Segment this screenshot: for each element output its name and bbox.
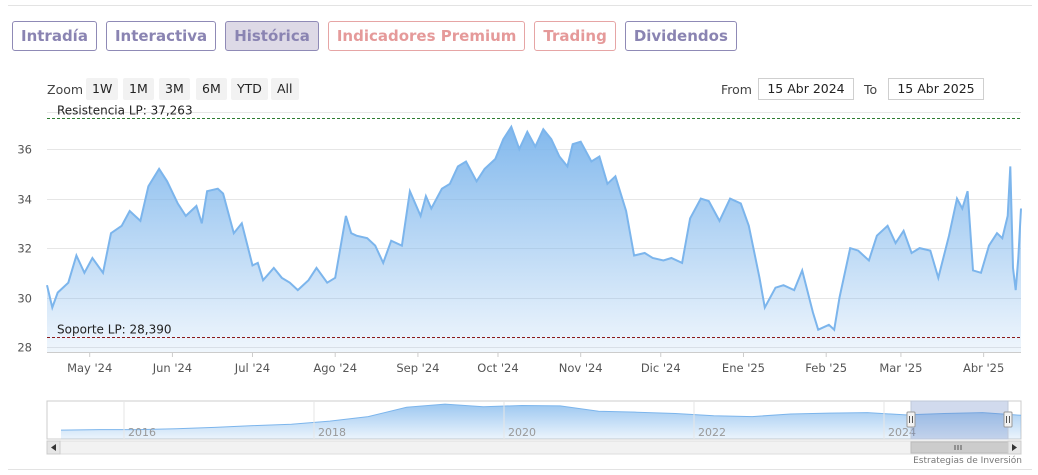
navigator-year-label: 2020 [508, 426, 536, 439]
zoom-3m-button[interactable]: 3M [159, 78, 190, 100]
x-tick-label: Ago '24 [313, 361, 357, 375]
scrollbar-thumb[interactable] [910, 441, 1009, 454]
from-date-input[interactable]: 15 Abr 2024 [758, 78, 854, 100]
y-tick-label: 32 [17, 242, 32, 256]
zoom-label: Zoom [47, 82, 84, 97]
bottom-divider [8, 469, 1032, 470]
x-tick-label: Dic '24 [641, 361, 681, 375]
navigator-year-label: 2018 [318, 426, 346, 439]
watermark-text: Estrategias de Inversión [913, 456, 1022, 466]
to-date-input[interactable]: 15 Abr 2025 [888, 78, 984, 100]
navigator-line [60, 403, 1022, 431]
navigator-year-label: 2024 [888, 426, 916, 439]
chevron-left-icon [51, 444, 56, 451]
tab-indicadores-premium[interactable]: Indicadores Premium [327, 21, 526, 51]
x-tick-label: Sep '24 [396, 361, 439, 375]
y-tick-label: 34 [17, 193, 32, 207]
x-tick-label: Mar '25 [879, 361, 922, 375]
tab-interactiva[interactable]: Interactiva [105, 21, 217, 51]
scrollbar-track [46, 440, 1022, 455]
navigator[interactable]: 2016 2018 2020 2022 2024 [46, 400, 1022, 455]
to-label: To [864, 82, 878, 97]
view-tabs: Intradía Interactiva Histórica Indicador… [12, 21, 737, 51]
tab-trading[interactable]: Trading [534, 21, 616, 51]
navigator-handle[interactable] [906, 411, 916, 428]
x-tick-label: Abr '25 [963, 361, 1004, 375]
navigator-handle[interactable] [1003, 411, 1013, 428]
navigator-year-label: 2022 [698, 426, 726, 439]
x-tick-label: Feb '25 [805, 361, 847, 375]
x-tick-label: Jun '24 [152, 361, 192, 375]
support-resistance-lines: Resistencia LP: 37,263 Soporte LP: 28,390 [47, 104, 1021, 338]
price-area-fill [47, 126, 1021, 352]
zoom-1w-button[interactable]: 1W [86, 78, 119, 100]
y-tick-label: 36 [17, 143, 32, 157]
y-tick-label: 30 [17, 292, 32, 306]
navigator-selected-range[interactable] [910, 400, 1009, 440]
price-series-line [46, 124, 1022, 332]
from-label: From [721, 82, 752, 97]
y-axis-labels: 28 30 32 34 36 [17, 143, 32, 355]
annotation-label: Resistencia LP: 37,263 [57, 104, 193, 118]
x-axis-labels: May '24 Jun '24 Jul '24 Ago '24 Sep '24 Oct '… [67, 352, 1004, 375]
y-tick-label: 28 [17, 341, 32, 355]
annotation-label: Soporte LP: 28,390 [57, 323, 172, 337]
x-tick-label: Jul '24 [234, 361, 270, 375]
zoom-ytd-button[interactable]: YTD [231, 78, 268, 100]
zoom-all-button[interactable]: All [271, 78, 299, 100]
navigator-area [61, 404, 1021, 439]
chevron-right-icon [1012, 444, 1017, 451]
x-tick-label: Ene '25 [722, 361, 765, 375]
tab-dividendos[interactable]: Dividendos [624, 21, 737, 51]
tab-historica[interactable]: Histórica [225, 21, 319, 51]
navigator-year-label: 2016 [128, 426, 156, 439]
zoom-1m-button[interactable]: 1M [123, 78, 154, 100]
x-tick-label: May '24 [67, 361, 112, 375]
x-tick-label: Oct '24 [477, 361, 518, 375]
tab-intradia[interactable]: Intradía [12, 21, 97, 51]
top-divider [8, 5, 1032, 6]
x-tick-label: Nov '24 [559, 361, 603, 375]
zoom-6m-button[interactable]: 6M [196, 78, 227, 100]
